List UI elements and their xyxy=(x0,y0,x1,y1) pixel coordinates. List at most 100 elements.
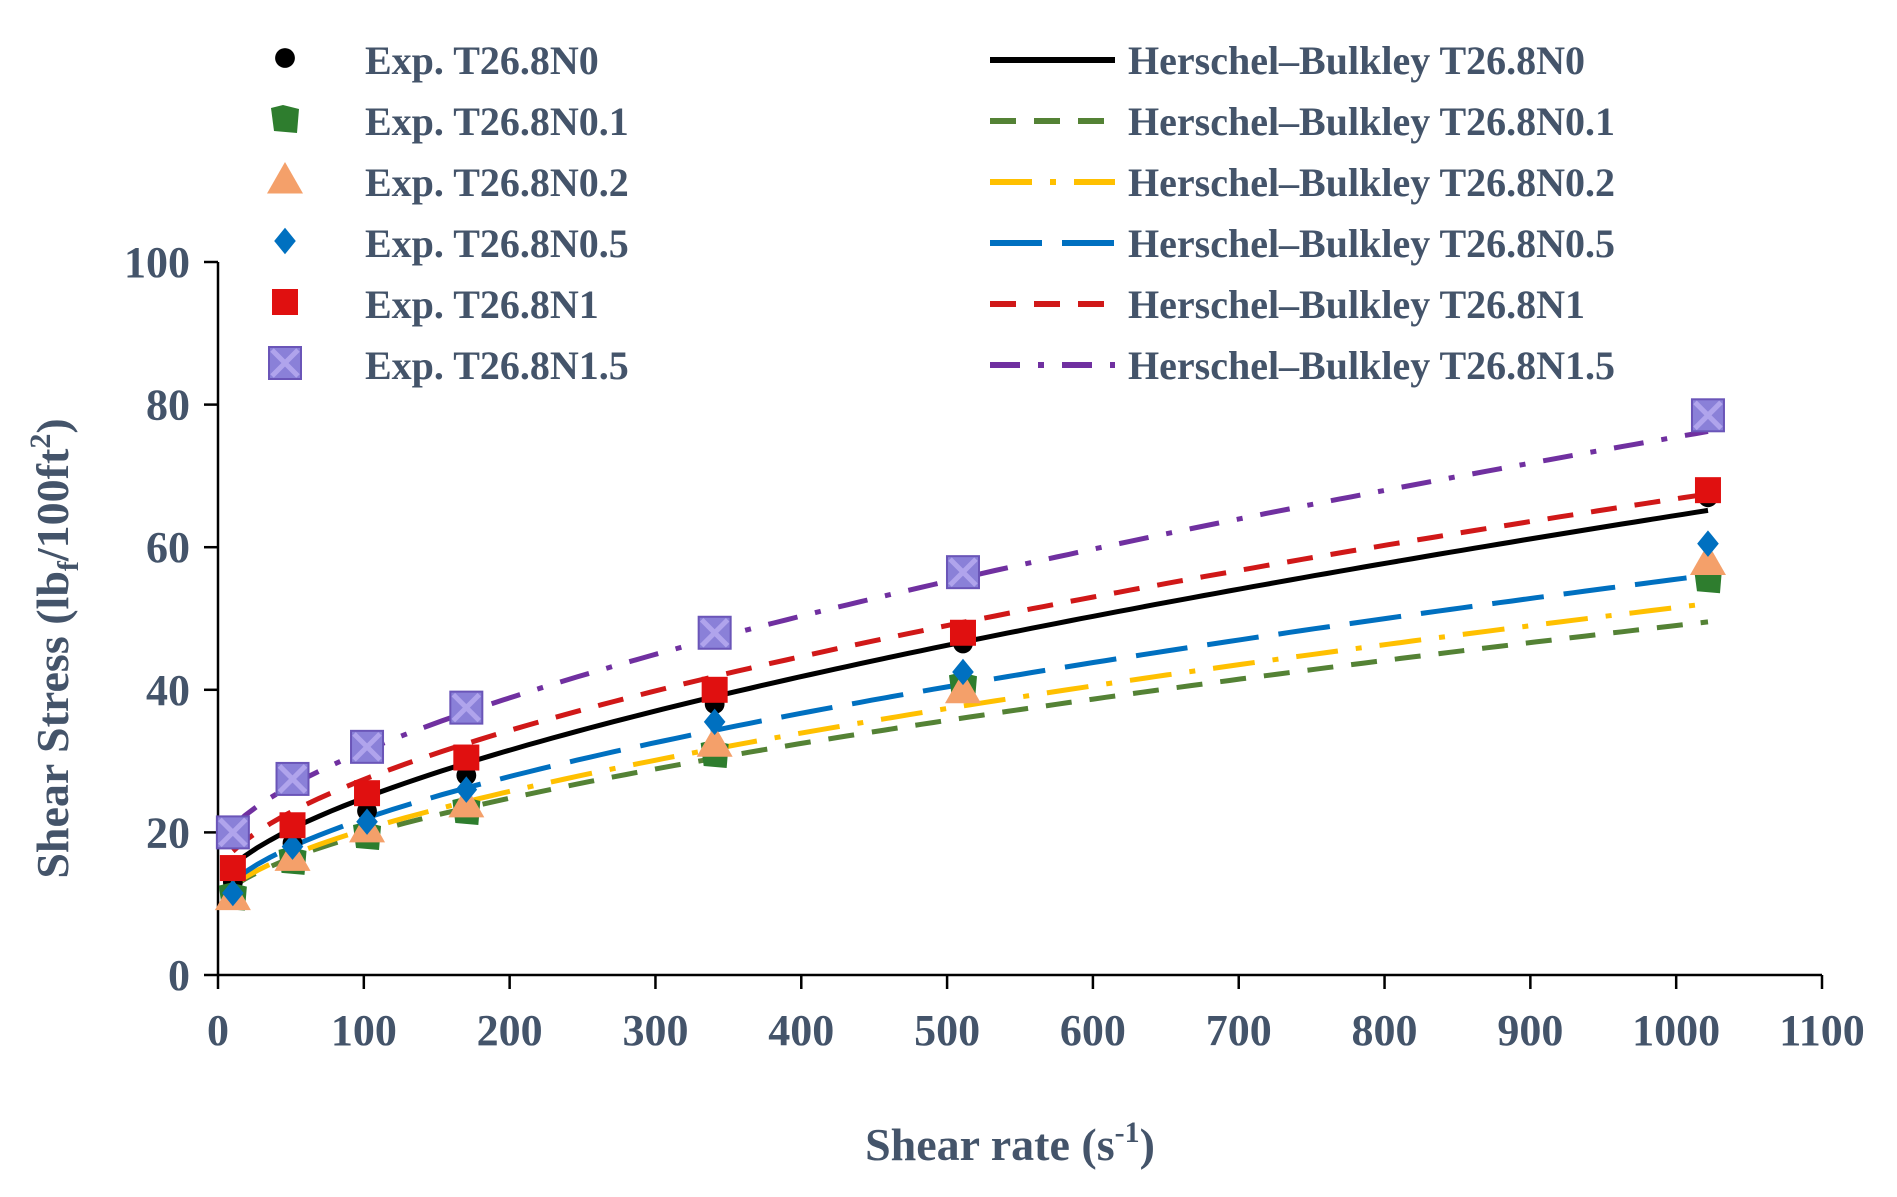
x-tick-label: 1100 xyxy=(1779,1006,1865,1055)
marker-x xyxy=(451,692,482,723)
legend-marker xyxy=(274,227,296,255)
y-tick-label: 0 xyxy=(168,951,190,1000)
legend-marker xyxy=(271,105,299,133)
x-tick-label: 400 xyxy=(768,1006,834,1055)
marker-square xyxy=(219,855,246,882)
marker-x xyxy=(948,557,978,587)
legend-label: Herschel–Bulkley T26.8N0.2 xyxy=(1128,160,1615,205)
axis-titles: Shear rate (s-1) Shear Stress (lbf/100ft2… xyxy=(24,418,1155,1170)
marker-diamond xyxy=(455,776,478,803)
legend-label: Herschel–Bulkley T26.8N1.5 xyxy=(1128,343,1615,388)
legend-label: Herschel–Bulkley T26.8N0.5 xyxy=(1128,221,1615,266)
data-point xyxy=(701,676,728,703)
data-point xyxy=(453,744,480,771)
x-tick-label: 900 xyxy=(1497,1006,1563,1055)
marker-square xyxy=(354,780,381,807)
marker-triangle xyxy=(1689,543,1726,575)
data-points xyxy=(214,398,1726,911)
y-tick-label: 20 xyxy=(146,808,190,857)
data-point xyxy=(354,780,381,807)
legend-marker xyxy=(268,346,302,380)
data-point xyxy=(945,555,980,590)
data-point xyxy=(215,815,250,850)
marker-square xyxy=(279,812,306,839)
legend-marker xyxy=(275,48,295,68)
data-point xyxy=(1690,398,1725,433)
fit-line xyxy=(231,619,1709,889)
data-point xyxy=(350,729,385,764)
legend-marker xyxy=(272,289,298,315)
marker-diamond xyxy=(281,833,304,860)
data-point xyxy=(1689,543,1726,575)
marker-diamond xyxy=(952,658,974,686)
x-tick-label: 500 xyxy=(914,1006,980,1055)
legend-label: Exp. T26.8N0.2 xyxy=(365,160,629,205)
marker-x xyxy=(352,732,382,762)
marker-diamond xyxy=(356,808,378,835)
legend-label: Herschel–Bulkley T26.8N0 xyxy=(1128,38,1585,83)
x-tick-label: 200 xyxy=(477,1006,543,1055)
data-point xyxy=(279,812,306,839)
fit-line xyxy=(231,491,1709,854)
marker-square xyxy=(271,105,299,133)
data-point xyxy=(1694,477,1721,504)
marker-diamond xyxy=(703,708,726,736)
x-tick-label: 1000 xyxy=(1632,1006,1720,1055)
x-tick-label: 800 xyxy=(1352,1006,1418,1055)
marker-triangle xyxy=(944,671,981,704)
x-tick-label: 700 xyxy=(1206,1006,1272,1055)
y-tick-label: 80 xyxy=(146,381,190,430)
marker-square xyxy=(701,676,728,703)
marker-triangle xyxy=(696,725,733,757)
legend-label: Exp. T26.8N0 xyxy=(365,38,599,83)
x-tick-label: 600 xyxy=(1060,1006,1126,1055)
data-point xyxy=(356,808,378,835)
y-tick-label: 60 xyxy=(146,523,190,572)
marker-x xyxy=(218,817,248,848)
marker-x xyxy=(1693,400,1723,431)
data-point xyxy=(944,671,981,704)
marker-circle xyxy=(275,48,295,68)
legend: Exp. T26.8N0 Herschel–Bulkley T26.8N0 Exp.… xyxy=(267,38,1615,388)
x-axis-title: Shear rate (s-1) xyxy=(865,1116,1155,1170)
x-tick-label: 0 xyxy=(207,1006,229,1055)
marker-diamond xyxy=(1697,530,1719,557)
x-tick-label: 100 xyxy=(331,1006,397,1055)
fit-line xyxy=(231,601,1709,888)
data-point xyxy=(449,690,484,725)
y-tick-label: 100 xyxy=(124,238,190,287)
y-tick-label: 40 xyxy=(146,666,190,715)
marker-triangle xyxy=(267,162,303,194)
data-point xyxy=(1697,530,1719,557)
data-point xyxy=(281,833,304,860)
data-point xyxy=(949,619,976,646)
marker-square xyxy=(1694,477,1721,504)
marker-square xyxy=(272,289,298,315)
fit-curves xyxy=(231,428,1709,889)
data-point xyxy=(697,615,732,650)
marker-x xyxy=(270,348,300,378)
marker-square xyxy=(949,619,976,646)
legend-label: Exp. T26.8N1.5 xyxy=(365,343,629,388)
legend-label: Exp. T26.8N0.1 xyxy=(365,99,629,144)
legend-label: Herschel–Bulkley T26.8N1 xyxy=(1128,282,1585,327)
x-tick-label: 300 xyxy=(622,1006,688,1055)
marker-x xyxy=(699,617,730,648)
data-point xyxy=(696,725,733,757)
data-point xyxy=(219,855,246,882)
legend-label: Exp. T26.8N0.5 xyxy=(365,221,629,266)
data-point xyxy=(455,776,478,803)
marker-diamond xyxy=(274,227,296,255)
data-point xyxy=(952,658,974,686)
y-axis-title: Shear Stress (lbf/100ft2) xyxy=(24,418,85,878)
marker-x xyxy=(277,764,308,794)
marker-square xyxy=(453,744,480,771)
data-point xyxy=(275,761,310,796)
data-point xyxy=(703,708,726,736)
marker-diamond xyxy=(222,879,244,907)
axes: 0 100 200 300 400 500 600 700 800 900 1000 1100 0 20 4… xyxy=(124,238,1865,1055)
legend-label: Herschel–Bulkley T26.8N0.1 xyxy=(1128,99,1615,144)
legend-marker xyxy=(267,162,303,194)
